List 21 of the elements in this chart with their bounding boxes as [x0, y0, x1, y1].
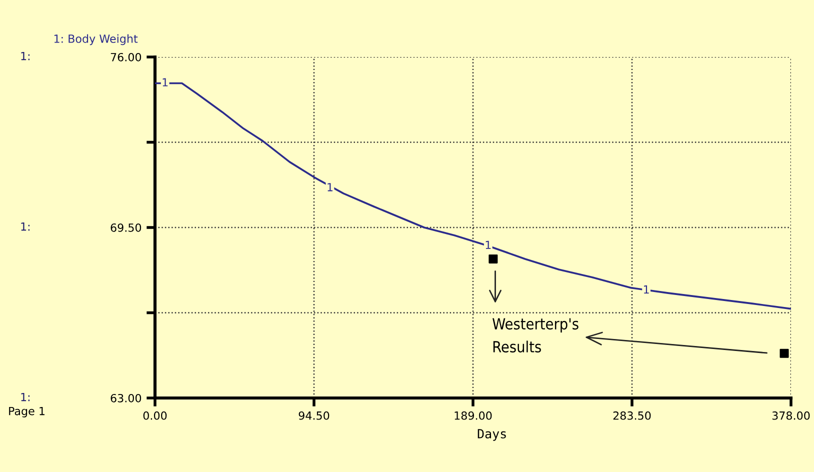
text: 1:	[21, 392, 30, 402]
y-tick-label: 69.50	[110, 223, 142, 232]
x-axis-title: Days	[478, 429, 506, 441]
y-tick-label: 63.00	[110, 394, 142, 402]
x-tick-label: 189.00	[454, 411, 492, 420]
annotation: 1	[486, 240, 491, 249]
text: 1:	[21, 52, 30, 60]
y-tick-label: 76.00	[110, 52, 142, 62]
annotation: Westerterp's Results	[492, 318, 578, 353]
annotation: 1	[328, 183, 332, 192]
point	[780, 348, 789, 358]
text: Page 1	[9, 406, 44, 418]
text: 1:	[21, 222, 30, 231]
x-tick-label: 0.00	[143, 411, 167, 420]
annotation: 1	[162, 78, 168, 86]
annotation: 1	[644, 285, 649, 294]
point	[488, 254, 498, 264]
x-tick-label: 378.00	[772, 411, 810, 420]
x-tick-label: 94.50	[298, 411, 330, 420]
text: 1: Body Weight	[54, 34, 138, 46]
x-tick-label: 283.50	[613, 411, 651, 420]
